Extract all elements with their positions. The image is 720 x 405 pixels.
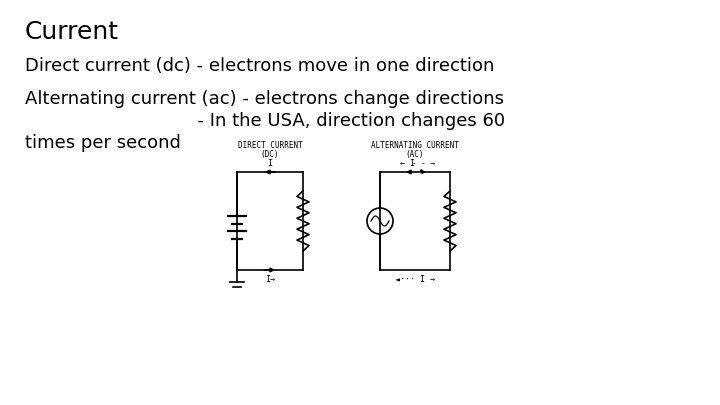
- Text: - In the USA, direction changes 60: - In the USA, direction changes 60: [25, 112, 505, 130]
- Text: ◄··· I →: ◄··· I →: [395, 275, 435, 284]
- Text: - - →: - - →: [413, 159, 436, 168]
- Text: Alternating current (ac) - electrons change directions: Alternating current (ac) - electrons cha…: [25, 90, 504, 108]
- Text: DIRECT CURRENT: DIRECT CURRENT: [238, 141, 302, 150]
- Text: times per second: times per second: [25, 134, 181, 152]
- Text: ALTERNATING CURRENT: ALTERNATING CURRENT: [371, 141, 459, 150]
- Text: (AC): (AC): [406, 150, 424, 159]
- Text: Current: Current: [25, 20, 119, 44]
- Text: I→: I→: [265, 275, 275, 284]
- Text: (DC): (DC): [261, 150, 279, 159]
- Text: I: I: [268, 159, 272, 168]
- Text: Direct current (dc) - electrons move in one direction: Direct current (dc) - electrons move in …: [25, 57, 495, 75]
- Text: ← I: ← I: [400, 159, 415, 168]
